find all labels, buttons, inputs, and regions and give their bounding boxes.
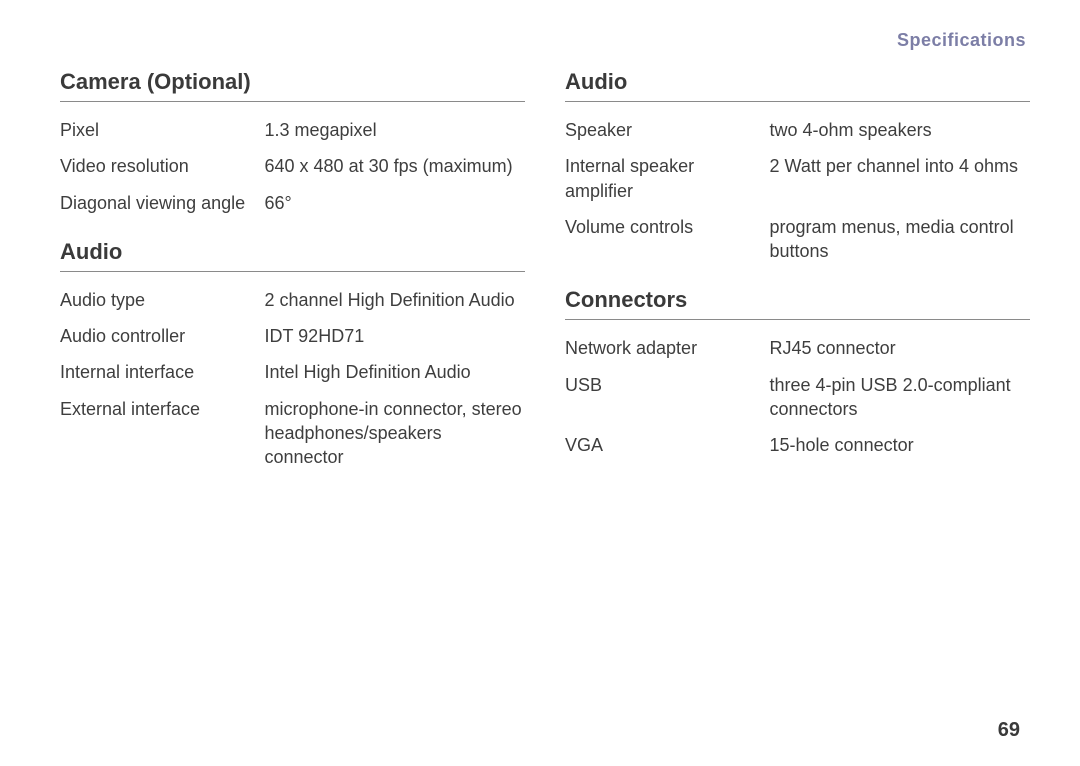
spec-value: two 4-ohm speakers <box>770 118 1031 142</box>
left-column: Camera (Optional) Pixel 1.3 megapixel Vi… <box>60 69 525 494</box>
spec-row: Audio controller IDT 92HD71 <box>60 318 525 354</box>
spec-label: Speaker <box>565 118 770 142</box>
spec-label: Network adapter <box>565 336 770 360</box>
page-header: Specifications <box>60 30 1026 51</box>
section-audio-left: Audio Audio type 2 channel High Definiti… <box>60 239 525 476</box>
spec-value: Intel High Definition Audio <box>265 360 526 384</box>
spec-label: Internal speaker amplifier <box>565 154 770 203</box>
spec-row: Internal interface Intel High Definition… <box>60 354 525 390</box>
spec-label: VGA <box>565 433 770 457</box>
spec-label: Video resolution <box>60 154 265 178</box>
spec-value: 640 x 480 at 30 fps (maximum) <box>265 154 526 178</box>
spec-row: Diagonal viewing angle 66° <box>60 185 525 221</box>
spec-label: Pixel <box>60 118 265 142</box>
page-number: 69 <box>998 719 1020 742</box>
page: Specifications Camera (Optional) Pixel 1… <box>0 0 1080 766</box>
spec-value: three 4-pin USB 2.0-compliant connectors <box>770 373 1031 422</box>
section-title: Camera (Optional) <box>60 69 525 102</box>
spec-label: External interface <box>60 397 265 421</box>
spec-row: VGA 15-hole connector <box>565 427 1030 463</box>
spec-label: Audio controller <box>60 324 265 348</box>
spec-value: 2 channel High Definition Audio <box>265 288 526 312</box>
right-column: Audio Speaker two 4-ohm speakers Interna… <box>565 69 1030 494</box>
spec-row: External interface microphone-in connect… <box>60 391 525 476</box>
spec-value: program menus, media control buttons <box>770 215 1031 264</box>
spec-value: RJ45 connector <box>770 336 1031 360</box>
spec-label: Audio type <box>60 288 265 312</box>
spec-row: Video resolution 640 x 480 at 30 fps (ma… <box>60 148 525 184</box>
spec-label: USB <box>565 373 770 397</box>
section-camera: Camera (Optional) Pixel 1.3 megapixel Vi… <box>60 69 525 221</box>
spec-value: IDT 92HD71 <box>265 324 526 348</box>
spec-value: 2 Watt per channel into 4 ohms <box>770 154 1031 178</box>
columns: Camera (Optional) Pixel 1.3 megapixel Vi… <box>60 69 1030 494</box>
section-audio-right: Audio Speaker two 4-ohm speakers Interna… <box>565 69 1030 269</box>
header-title: Specifications <box>897 30 1026 50</box>
section-title: Audio <box>565 69 1030 102</box>
spec-value: 66° <box>265 191 526 215</box>
spec-row: Audio type 2 channel High Definition Aud… <box>60 282 525 318</box>
spec-row: Volume controls program menus, media con… <box>565 209 1030 270</box>
spec-row: Internal speaker amplifier 2 Watt per ch… <box>565 148 1030 209</box>
spec-row: Speaker two 4-ohm speakers <box>565 112 1030 148</box>
spec-label: Volume controls <box>565 215 770 239</box>
spec-row: USB three 4-pin USB 2.0-compliant connec… <box>565 367 1030 428</box>
section-title: Audio <box>60 239 525 272</box>
section-connectors: Connectors Network adapter RJ45 connecto… <box>565 287 1030 463</box>
spec-label: Diagonal viewing angle <box>60 191 265 215</box>
section-title: Connectors <box>565 287 1030 320</box>
spec-value: 1.3 megapixel <box>265 118 526 142</box>
spec-row: Pixel 1.3 megapixel <box>60 112 525 148</box>
spec-value: 15-hole connector <box>770 433 1031 457</box>
spec-row: Network adapter RJ45 connector <box>565 330 1030 366</box>
spec-label: Internal interface <box>60 360 265 384</box>
spec-value: microphone-in connector, stereo headphon… <box>265 397 526 470</box>
